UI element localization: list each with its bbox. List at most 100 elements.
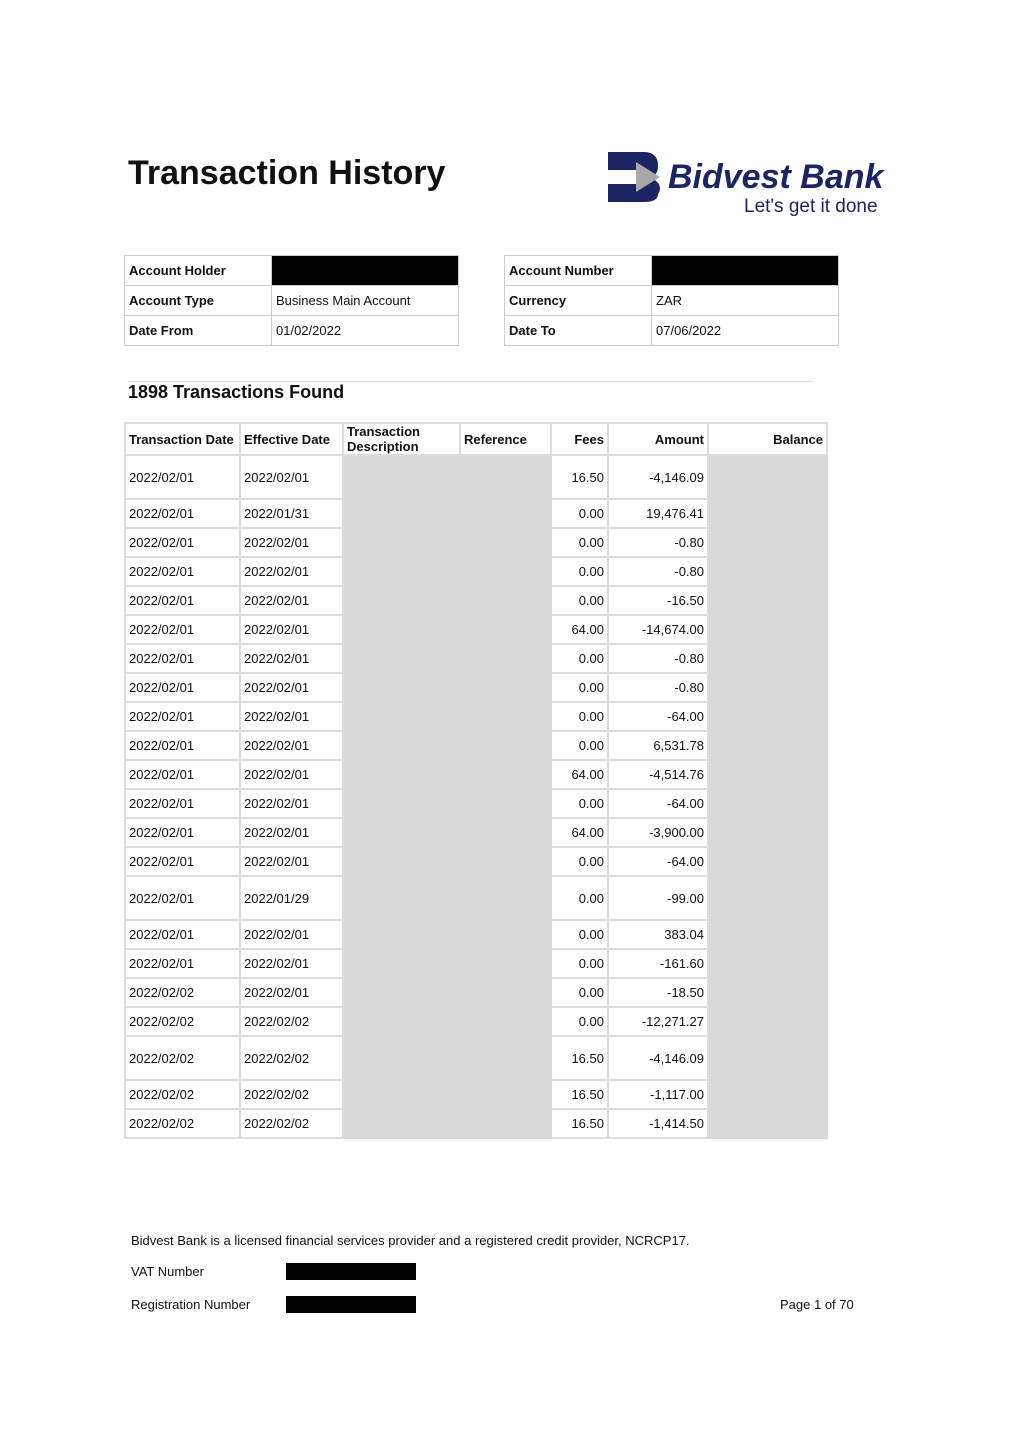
transaction-date: 2022/02/01 (124, 948, 241, 979)
effective-date: 2022/02/02 (239, 1108, 344, 1139)
effective-date: 2022/02/02 (239, 1006, 344, 1037)
balance-blurred (707, 1079, 828, 1110)
amount: 383.04 (607, 919, 709, 950)
effective-date: 2022/02/01 (239, 454, 344, 500)
reference-blurred (459, 1035, 552, 1081)
description-blurred (342, 919, 461, 950)
effective-date: 2022/02/02 (239, 1035, 344, 1081)
amount: -4,146.09 (607, 454, 709, 500)
effective-date: 2022/02/01 (239, 846, 344, 877)
description-blurred (342, 556, 461, 587)
balance-blurred (707, 919, 828, 950)
info-label: Date From (124, 315, 272, 346)
amount: -0.80 (607, 527, 709, 558)
effective-date: 2022/01/29 (239, 875, 344, 921)
reference-blurred (459, 454, 552, 500)
effective-date: 2022/02/01 (239, 817, 344, 848)
balance-blurred (707, 585, 828, 616)
fees: 64.00 (550, 759, 609, 790)
column-header: Effective Date (239, 422, 344, 456)
info-row: Account Holder (124, 255, 459, 286)
reference-blurred (459, 585, 552, 616)
effective-date: 2022/02/01 (239, 788, 344, 819)
registration-redacted (286, 1296, 416, 1313)
effective-date: 2022/02/01 (239, 701, 344, 732)
effective-date: 2022/02/01 (239, 585, 344, 616)
transaction-date: 2022/02/01 (124, 556, 241, 587)
fees: 0.00 (550, 701, 609, 732)
balance-blurred (707, 1035, 828, 1081)
table-row: 2022/02/01 2022/02/01 0.00 -64.00 (124, 701, 828, 732)
balance-blurred (707, 1006, 828, 1037)
registration-label: Registration Number (131, 1297, 251, 1312)
description-blurred (342, 701, 461, 732)
transaction-date: 2022/02/01 (124, 919, 241, 950)
table-row: 2022/02/01 2022/02/01 0.00 -16.50 (124, 585, 828, 616)
reference-blurred (459, 672, 552, 703)
fees: 0.00 (550, 730, 609, 761)
amount: -0.80 (607, 643, 709, 674)
balance-blurred (707, 817, 828, 848)
fees: 0.00 (550, 672, 609, 703)
reference-blurred (459, 643, 552, 674)
balance-blurred (707, 977, 828, 1008)
table-row: 2022/02/01 2022/02/01 16.50 -4,146.09 (124, 454, 828, 500)
fees: 0.00 (550, 919, 609, 950)
amount: -64.00 (607, 846, 709, 877)
balance-blurred (707, 498, 828, 529)
transaction-date: 2022/02/02 (124, 1006, 241, 1037)
fees: 0.00 (550, 498, 609, 529)
disclaimer: Bidvest Bank is a licensed financial ser… (131, 1233, 690, 1248)
balance-blurred (707, 788, 828, 819)
table-row: 2022/02/01 2022/02/01 0.00 -0.80 (124, 556, 828, 587)
effective-date: 2022/02/01 (239, 643, 344, 674)
transaction-date: 2022/02/01 (124, 788, 241, 819)
amount: 6,531.78 (607, 730, 709, 761)
effective-date: 2022/02/01 (239, 614, 344, 645)
effective-date: 2022/02/01 (239, 730, 344, 761)
amount: -12,271.27 (607, 1006, 709, 1037)
balance-blurred (707, 730, 828, 761)
redacted-value (271, 255, 459, 286)
column-header: Transaction Date (124, 422, 241, 456)
table-row: 2022/02/01 2022/02/01 0.00 383.04 (124, 919, 828, 950)
transaction-date: 2022/02/02 (124, 1035, 241, 1081)
fees: 0.00 (550, 585, 609, 616)
balance-blurred (707, 948, 828, 979)
description-blurred (342, 643, 461, 674)
reference-blurred (459, 817, 552, 848)
description-blurred (342, 730, 461, 761)
table-row: 2022/02/01 2022/02/01 0.00 -161.60 (124, 948, 828, 979)
transaction-date: 2022/02/02 (124, 977, 241, 1008)
info-value: ZAR (651, 285, 839, 316)
info-label: Account Type (124, 285, 272, 316)
description-blurred (342, 527, 461, 558)
table-row: 2022/02/02 2022/02/02 16.50 -1,414.50 (124, 1108, 828, 1139)
reference-blurred (459, 1006, 552, 1037)
effective-date: 2022/02/01 (239, 948, 344, 979)
info-row: Date From 01/02/2022 (124, 315, 459, 346)
amount: -14,674.00 (607, 614, 709, 645)
table-row: 2022/02/01 2022/01/31 0.00 19,476.41 (124, 498, 828, 529)
bidvest-bank-logo: Bidvest Bank Let's get it done (608, 152, 885, 217)
fees: 16.50 (550, 1108, 609, 1139)
info-row: Currency ZAR (504, 285, 839, 316)
table-row: 2022/02/01 2022/02/01 0.00 -64.00 (124, 846, 828, 877)
amount: -4,514.76 (607, 759, 709, 790)
balance-blurred (707, 614, 828, 645)
transaction-date: 2022/02/01 (124, 730, 241, 761)
description-blurred (342, 1079, 461, 1110)
balance-blurred (707, 556, 828, 587)
reference-blurred (459, 977, 552, 1008)
table-row: 2022/02/02 2022/02/01 0.00 -18.50 (124, 977, 828, 1008)
info-label: Account Number (504, 255, 652, 286)
reference-blurred (459, 614, 552, 645)
effective-date: 2022/02/01 (239, 977, 344, 1008)
description-blurred (342, 1035, 461, 1081)
effective-date: 2022/02/02 (239, 1079, 344, 1110)
reference-blurred (459, 948, 552, 979)
table-row: 2022/02/01 2022/02/01 0.00 -0.80 (124, 527, 828, 558)
info-value: 01/02/2022 (271, 315, 459, 346)
fees: 16.50 (550, 1035, 609, 1081)
account-info-right: Account Number Currency ZAR Date To 07/06/20… (504, 255, 839, 346)
